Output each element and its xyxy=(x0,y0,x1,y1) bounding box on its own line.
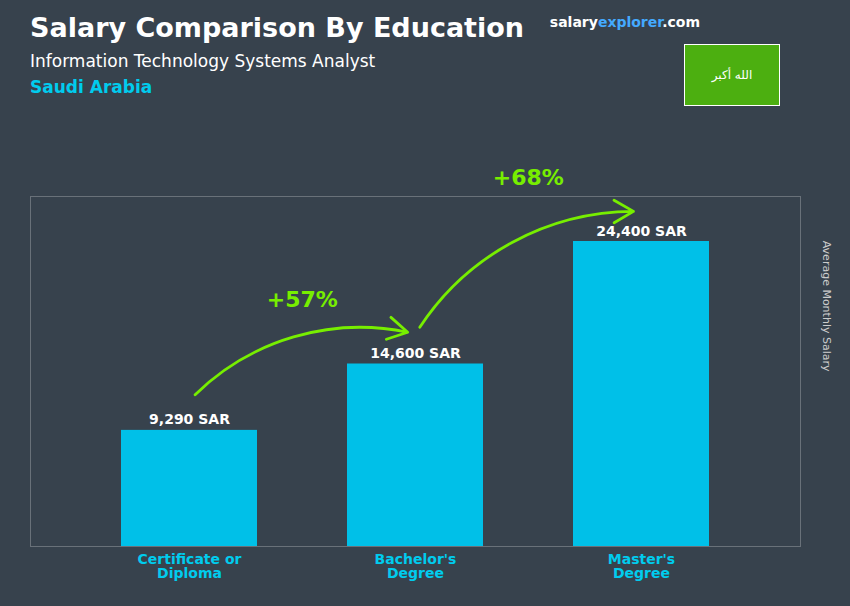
svg-text:Certificate orDiploma: Certificate orDiploma xyxy=(138,551,242,581)
html-text:Information Technology Systems: Information Technology Systems Analyst xyxy=(30,51,376,71)
html-text:الله أكبر: الله أكبر xyxy=(711,68,753,82)
svg-text:24,400 SAR: 24,400 SAR xyxy=(596,223,687,239)
html-text:salary explorer.com: salary explorer.com xyxy=(549,14,700,30)
html-text:Salary Comparison By Education: Salary Comparison By Education xyxy=(30,12,524,43)
svg-text:14,600 SAR: 14,600 SAR xyxy=(370,345,461,361)
svg-text:Master'sDegree: Master'sDegree xyxy=(608,551,675,581)
html-text:Saudi Arabia: Saudi Arabia xyxy=(30,77,153,97)
svg-text:Average Monthly Salary: Average Monthly Salary xyxy=(820,241,833,372)
svg-text:+57%: +57% xyxy=(267,287,338,312)
svg-text:Bachelor'sDegree: Bachelor'sDegree xyxy=(375,551,457,581)
svg-text:+68%: +68% xyxy=(493,165,564,190)
svg-text:9,290 SAR: 9,290 SAR xyxy=(149,411,230,427)
